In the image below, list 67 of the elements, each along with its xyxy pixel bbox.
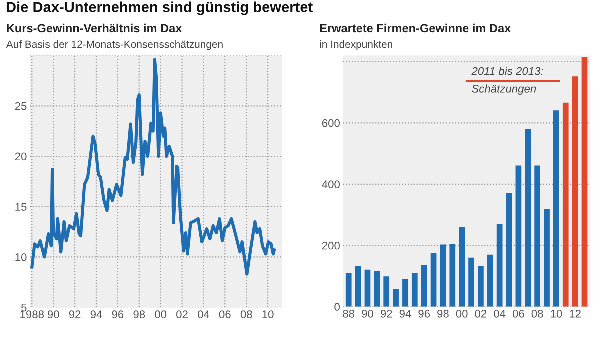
- bar: [554, 110, 560, 307]
- chart-subtitle: Auf Basis der 12-Monats-Konsensschätzungen: [6, 40, 223, 50]
- y-tick-label: 10: [16, 253, 27, 262]
- bar: [393, 289, 399, 307]
- bar: [478, 266, 484, 307]
- y-tick-label: 0: [334, 303, 340, 312]
- x-tick-label: 92: [380, 310, 392, 318]
- x-tick-label: 08: [532, 310, 544, 318]
- bar: [412, 273, 418, 307]
- x-tick-label: 00: [155, 310, 167, 319]
- x-tick-label: 96: [418, 310, 430, 318]
- x-tick-label: 98: [438, 310, 449, 318]
- bar: [516, 166, 522, 307]
- x-tick-label: 1988: [20, 310, 44, 319]
- x-tick-label: 06: [512, 310, 524, 318]
- text: Die Dax-Unternehmen sind günstig bewertet: [6, 2, 313, 16]
- x-tick-label: 00: [456, 310, 468, 318]
- x-tick-label: 04: [494, 310, 506, 318]
- bar: [440, 244, 446, 307]
- y-tick-label: 25: [15, 102, 27, 110]
- x-tick-label: 94: [400, 310, 412, 318]
- x-tick-label: 90: [362, 310, 374, 318]
- bar: [487, 254, 494, 307]
- bar: [582, 57, 588, 307]
- bar: [459, 226, 466, 307]
- y-tick-label: 600: [322, 119, 340, 128]
- bar: [374, 271, 380, 307]
- x-tick-label: 98: [134, 310, 146, 319]
- x-tick-label: 96: [112, 310, 124, 319]
- x-tick-label: 04: [198, 310, 210, 319]
- y-tick-label: 200: [322, 242, 340, 250]
- annotation: 2011 bis 2013: Schätzungen: [472, 67, 544, 96]
- x-tick-label: 92: [69, 310, 81, 319]
- bar: [364, 270, 371, 307]
- x-tick-label: 88: [343, 310, 355, 318]
- chart-title: Erwartete Firmen-Gewinne im Dax: [320, 24, 512, 33]
- chart-subtitle: in Indexpunkten: [320, 40, 392, 50]
- y-tick-label: 15: [16, 203, 27, 211]
- bar: [346, 273, 352, 307]
- bar: [468, 258, 474, 307]
- bar: [544, 209, 550, 307]
- x-tick-label: 06: [219, 310, 231, 319]
- bar: [572, 76, 578, 307]
- bar: [384, 276, 390, 307]
- bar: [534, 166, 540, 307]
- x-tick-label: 02: [475, 310, 487, 318]
- bar: [430, 253, 437, 307]
- y-tick-label: 400: [322, 180, 340, 189]
- bar: [450, 244, 456, 307]
- x-tick-label: 94: [90, 310, 102, 319]
- bar: [402, 279, 408, 307]
- bar: [355, 266, 362, 307]
- y-tick-label: 5: [21, 304, 27, 312]
- bar: [421, 264, 428, 307]
- bar: [525, 129, 532, 307]
- bar: [562, 102, 569, 307]
- bar: [496, 224, 503, 307]
- x-tick-label: 02: [176, 310, 188, 319]
- x-tick-label: 10: [262, 310, 274, 319]
- x-tick-label: 08: [240, 310, 252, 319]
- line-series: [30, 58, 276, 276]
- bar: [506, 192, 512, 307]
- y-tick-label: 20: [15, 152, 27, 161]
- x-tick-label: 12: [570, 310, 581, 318]
- x-tick-label: 90: [48, 310, 60, 319]
- x-tick-label: 10: [551, 310, 562, 318]
- chart-title: Kurs-Gewinn-Verhältnis im Dax: [7, 24, 182, 33]
